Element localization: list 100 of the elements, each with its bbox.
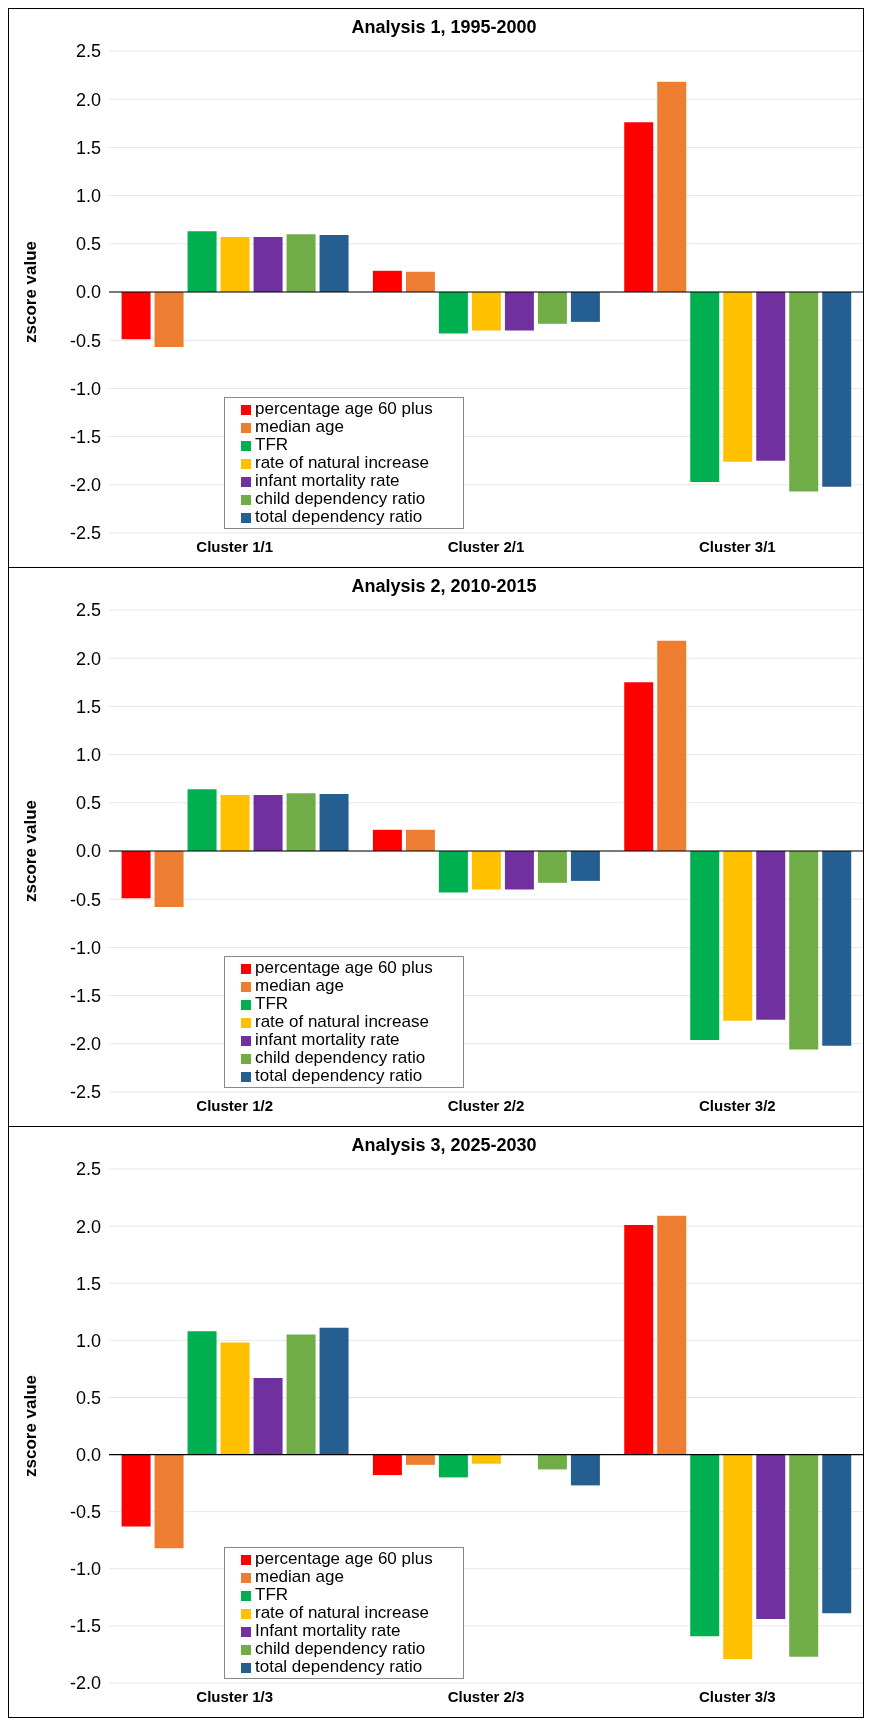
y-tick-label: 0.0 xyxy=(75,282,101,303)
y-tick-label: -0.5 xyxy=(69,1502,101,1523)
bar xyxy=(372,270,402,292)
legend-label: total dependency ratio xyxy=(255,1066,423,1085)
x-tick-label: Cluster 1/2 xyxy=(196,1096,274,1114)
bar xyxy=(822,851,852,1046)
x-tick-label: Cluster 3/1 xyxy=(698,537,776,555)
bar xyxy=(372,829,402,851)
legend-label: child dependency ratio xyxy=(255,1639,426,1658)
bar xyxy=(286,793,316,851)
bar xyxy=(657,1215,687,1455)
y-tick-label: 2.0 xyxy=(75,89,101,110)
bar xyxy=(690,292,720,482)
y-tick-label: -0.5 xyxy=(69,889,101,910)
legend-label: percentage age 60 plus xyxy=(255,1549,433,1568)
bar xyxy=(471,851,501,890)
x-tick-label: Cluster 2/2 xyxy=(447,1096,525,1114)
bar xyxy=(187,789,217,851)
bar xyxy=(121,1454,151,1527)
bar xyxy=(570,1454,600,1486)
y-tick-label: -1.5 xyxy=(69,1616,101,1637)
y-tick-label: -2.0 xyxy=(69,475,101,496)
y-tick-label: 1.5 xyxy=(75,696,101,717)
x-tick-label: Cluster 3/3 xyxy=(698,1687,776,1705)
bar xyxy=(657,640,687,851)
chart-title: Analysis 2, 2010-2015 xyxy=(350,576,538,597)
bar xyxy=(504,851,534,890)
legend-label: percentage age 60 plus xyxy=(255,399,433,418)
legend-label: child dependency ratio xyxy=(255,489,426,508)
y-tick-label: 1.5 xyxy=(75,1273,101,1294)
y-tick-label: -2.0 xyxy=(69,1673,101,1694)
legend-label: rate of natural increase xyxy=(255,453,429,472)
x-tick-label: Cluster 1/3 xyxy=(196,1687,274,1705)
y-tick-label: -2.5 xyxy=(69,1082,101,1103)
bar xyxy=(570,292,600,322)
chart-title: Analysis 3, 2025-2030 xyxy=(350,1135,538,1156)
legend-label: TFR xyxy=(255,994,289,1013)
bar xyxy=(405,271,435,292)
bar xyxy=(723,1454,753,1660)
bar xyxy=(154,851,184,907)
x-tick-label: Cluster 1/1 xyxy=(196,537,274,555)
bar xyxy=(471,1454,501,1464)
bar xyxy=(319,794,349,851)
bar xyxy=(286,1334,316,1455)
y-tick-label: 2.5 xyxy=(75,600,101,621)
legend-label: total dependency ratio xyxy=(255,507,423,526)
y-tick-label: 1.5 xyxy=(75,137,101,158)
bar xyxy=(756,851,786,1020)
y-tick-label: 0.0 xyxy=(75,1444,101,1465)
bar xyxy=(121,851,151,899)
y-tick-label: -2.5 xyxy=(69,523,101,544)
bar xyxy=(319,235,349,292)
legend-label: median age xyxy=(255,1567,344,1586)
bar xyxy=(154,1454,184,1549)
bar xyxy=(187,1331,217,1455)
legend-label: Infant mortality rate xyxy=(255,1621,401,1640)
y-axis-title: zscore value xyxy=(21,799,41,903)
bar xyxy=(570,851,600,881)
bar xyxy=(121,292,151,340)
y-tick-label: 2.5 xyxy=(75,41,101,62)
chart-title: Analysis 1, 1995-2000 xyxy=(350,17,538,38)
y-tick-label: 2.0 xyxy=(75,1216,101,1237)
y-tick-label: 0.0 xyxy=(75,841,101,862)
bar xyxy=(537,292,567,324)
legend-label: median age xyxy=(255,976,344,995)
bar xyxy=(723,292,753,462)
y-tick-label: -1.5 xyxy=(69,985,101,1006)
bar xyxy=(372,1454,402,1476)
bar xyxy=(537,851,567,883)
bar xyxy=(822,1454,852,1614)
bar xyxy=(253,237,283,292)
legend-label: child dependency ratio xyxy=(255,1048,426,1067)
bar xyxy=(253,1378,283,1455)
legend-label: percentage age 60 plus xyxy=(255,958,433,977)
y-tick-label: -1.0 xyxy=(69,378,101,399)
y-axis-title: zscore value xyxy=(21,1374,41,1478)
bar xyxy=(756,292,786,461)
legend-label: infant mortality rate xyxy=(255,471,400,490)
y-tick-label: 1.0 xyxy=(75,1330,101,1351)
y-tick-label: 1.0 xyxy=(75,744,101,765)
bar xyxy=(756,1454,786,1620)
y-tick-label: 0.5 xyxy=(75,793,101,814)
legend-label: rate of natural increase xyxy=(255,1012,429,1031)
legend-label: TFR xyxy=(255,1585,289,1604)
y-tick-label: -2.0 xyxy=(69,1034,101,1055)
legend-label: rate of natural increase xyxy=(255,1603,429,1622)
bar xyxy=(690,851,720,1040)
bar xyxy=(789,1454,819,1657)
bar xyxy=(537,1454,567,1470)
x-tick-label: Cluster 2/3 xyxy=(447,1687,525,1705)
bar xyxy=(220,1342,250,1455)
bar xyxy=(789,851,819,1050)
bar xyxy=(253,795,283,851)
bar xyxy=(187,231,217,292)
bar xyxy=(723,851,753,1021)
legend-label: infant mortality rate xyxy=(255,1030,400,1049)
bar xyxy=(319,1327,349,1455)
y-tick-label: -1.0 xyxy=(69,937,101,958)
bar xyxy=(286,234,316,292)
bar xyxy=(405,1454,435,1465)
